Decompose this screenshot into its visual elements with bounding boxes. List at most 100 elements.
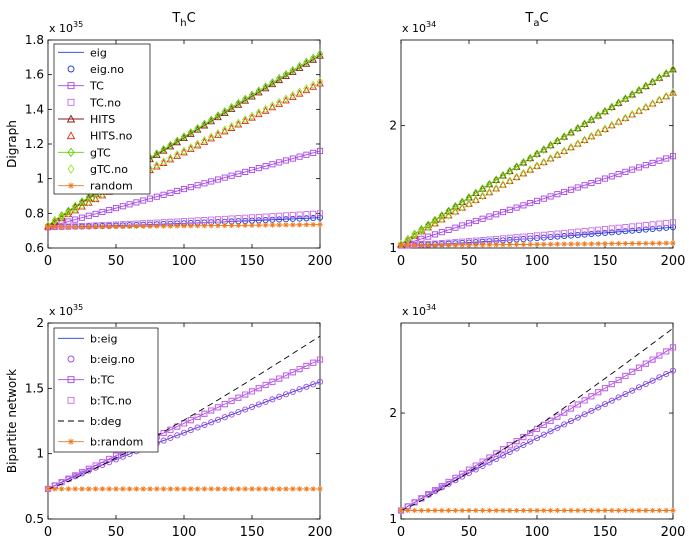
data-point: [602, 241, 608, 247]
data-point: [480, 507, 486, 514]
data-point: [595, 507, 601, 514]
data-point: [493, 183, 500, 193]
data-point: [594, 128, 603, 136]
data-point: [656, 352, 663, 359]
data-point: [561, 229, 568, 237]
data-point: [540, 231, 547, 238]
data-point: [581, 227, 588, 235]
x-tick-label: 100: [172, 254, 197, 269]
data-point: [222, 222, 228, 229]
legend-entry: random: [90, 180, 133, 193]
data-point: [262, 213, 269, 220]
data-point: [85, 212, 92, 219]
data-point: [228, 397, 235, 404]
data-point: [93, 224, 99, 230]
data-point: [527, 507, 533, 514]
data-point: [235, 408, 242, 416]
data-point: [520, 202, 527, 209]
data-point: [580, 119, 589, 127]
data-point: [459, 242, 465, 248]
data-point: [601, 385, 609, 392]
data-point: [499, 171, 507, 180]
data-point: [629, 387, 636, 394]
data-point: [662, 92, 671, 100]
data-point: [303, 215, 310, 222]
data-point: [405, 507, 411, 514]
data-point: [417, 225, 426, 233]
data-point: [289, 90, 296, 100]
data-point: [567, 142, 575, 152]
data-point: [452, 507, 458, 514]
data-point: [526, 165, 535, 173]
data-point: [431, 219, 439, 227]
data-point: [221, 215, 228, 222]
y-tick-label: 1: [36, 172, 44, 186]
data-point: [214, 216, 222, 223]
data-point: [635, 106, 643, 116]
data-point: [561, 132, 568, 142]
data-point: [303, 486, 309, 492]
data-point: [256, 222, 262, 228]
data-point: [669, 153, 677, 160]
data-point: [656, 374, 663, 381]
legend-entry: HITS: [90, 113, 115, 126]
series-b:deg: [47, 335, 321, 490]
data-point: [587, 132, 596, 140]
y-tick-label: 1.4: [25, 102, 44, 116]
data-point: [52, 224, 58, 230]
data-point: [72, 204, 79, 214]
data-point: [133, 223, 139, 229]
data-point: [520, 441, 527, 449]
data-point: [506, 234, 513, 241]
data-point: [310, 222, 316, 228]
data-point: [514, 241, 520, 248]
x-tick-label: 0: [397, 525, 405, 540]
data-point: [607, 121, 616, 129]
data-point: [229, 486, 235, 492]
data-point: [51, 215, 58, 225]
data-point: [595, 404, 602, 411]
data-point: [201, 486, 207, 492]
data-point: [560, 146, 569, 154]
data-point: [588, 227, 595, 234]
data-point: [289, 388, 296, 395]
data-point: [180, 420, 188, 427]
data-point: [465, 220, 473, 227]
data-point: [262, 82, 269, 92]
data-point: [153, 149, 160, 158]
data-point: [567, 232, 575, 239]
data-point: [262, 398, 269, 405]
data-point: [174, 432, 181, 439]
legend-entry: b:deg: [90, 415, 121, 428]
data-point: [188, 486, 194, 492]
data-point: [493, 235, 500, 243]
data-point: [635, 85, 643, 95]
data-point: [581, 231, 588, 238]
legend-marker: [68, 438, 74, 445]
data-point: [669, 65, 677, 73]
data-point: [567, 229, 575, 236]
data-point: [574, 401, 581, 408]
data-point: [228, 411, 235, 418]
data-point: [472, 195, 479, 205]
data-point: [554, 191, 561, 198]
data-point: [514, 507, 520, 514]
y-tick-label: 1.5: [25, 381, 44, 395]
data-point: [79, 224, 85, 230]
data-point: [72, 224, 78, 230]
data-point: [656, 73, 663, 83]
data-point: [533, 161, 541, 169]
data-point: [146, 195, 154, 202]
x-tick-label: 150: [593, 525, 618, 540]
data-point: [303, 84, 310, 93]
data-point: [642, 226, 649, 233]
data-point: [527, 241, 533, 247]
data-point: [282, 216, 290, 223]
data-point: [641, 81, 650, 90]
data-point: [553, 150, 562, 158]
data-point: [303, 362, 310, 369]
series-TC: [397, 153, 677, 249]
data-point: [194, 217, 201, 224]
data-point: [255, 165, 262, 172]
y-tick-label: 2: [36, 316, 44, 330]
